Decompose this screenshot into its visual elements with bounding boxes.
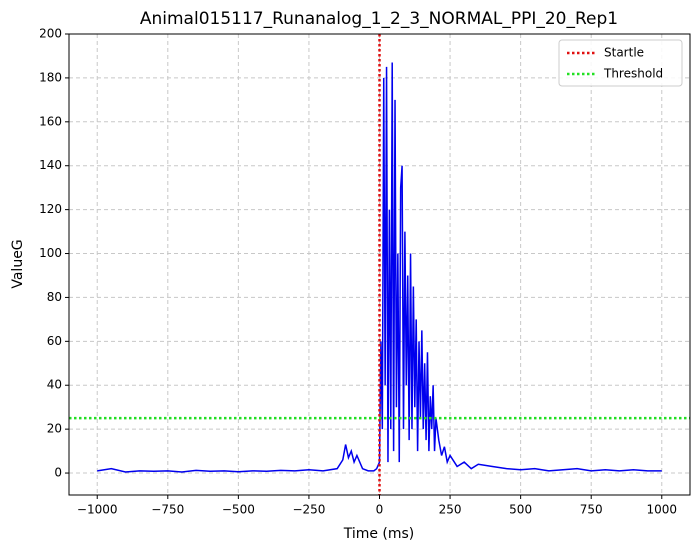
x-tick-label: −500 [222, 503, 255, 517]
y-tick-label: 60 [47, 334, 62, 348]
legend-box [558, 39, 683, 87]
chart-title: Animal015117_Runanalog_1_2_3_NORMAL_PPI_… [140, 9, 618, 29]
y-tick-label: 160 [39, 114, 62, 128]
y-tick-label: 0 [54, 466, 62, 480]
x-axis-label: Time (ms) [343, 526, 415, 542]
x-tick-label: 1000 [646, 503, 677, 517]
x-tick-label: 0 [376, 503, 384, 517]
legend-label: Startle [604, 46, 644, 60]
y-tick-label: 200 [39, 27, 62, 41]
y-axis-label: ValueG [10, 239, 26, 288]
x-tick-label: 750 [580, 503, 603, 517]
y-tick-label: 120 [39, 202, 62, 216]
x-tick-label: −1000 [77, 503, 118, 517]
y-tick-label: 140 [39, 158, 62, 172]
y-tick-label: 180 [39, 70, 62, 84]
x-tick-label: 250 [439, 503, 462, 517]
y-tick-label: 40 [47, 378, 62, 392]
y-tick-label: 100 [39, 246, 62, 260]
x-tick-label: −250 [292, 503, 325, 517]
plot-frame [68, 33, 691, 496]
legend-label: Threshold [603, 67, 663, 81]
x-tick-label: −750 [151, 503, 184, 517]
y-tick-label: 80 [47, 290, 62, 304]
y-tick-label: 20 [47, 422, 62, 436]
x-tick-label: 500 [509, 503, 532, 517]
